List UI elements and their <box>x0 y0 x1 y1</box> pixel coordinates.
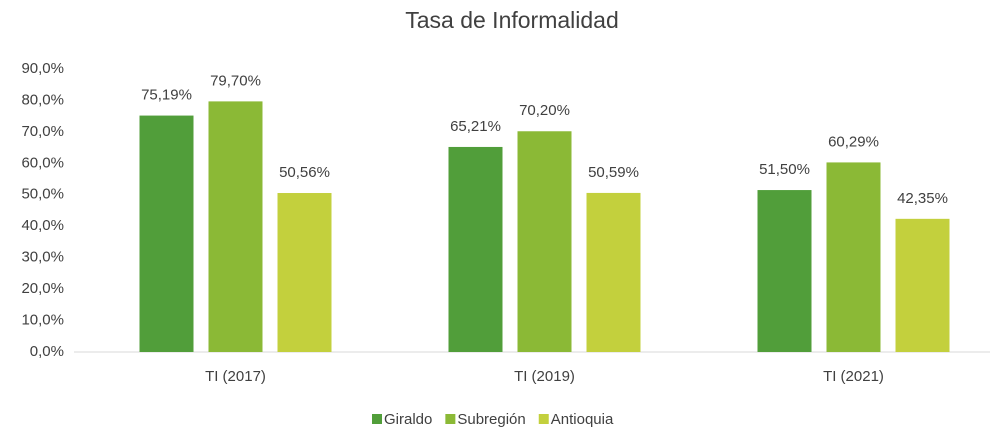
bar <box>826 162 881 352</box>
bar <box>139 115 194 353</box>
bar <box>208 101 263 352</box>
value-label: 50,56% <box>279 164 330 181</box>
legend-swatch <box>445 414 456 424</box>
y-tick-label: 60,0% <box>21 154 64 171</box>
value-label: 79,70% <box>210 72 261 89</box>
chart-title: Tasa de Informalidad <box>405 7 619 33</box>
value-label: 70,20% <box>519 102 570 119</box>
y-tick-label: 20,0% <box>21 280 64 297</box>
value-label: 65,21% <box>450 118 501 135</box>
legend-label: Giraldo <box>384 411 432 428</box>
bar <box>757 190 812 352</box>
value-label: 42,35% <box>897 190 948 207</box>
legend-label: Subregión <box>457 411 525 428</box>
y-tick-label: 80,0% <box>21 91 64 108</box>
x-tick-label: TI (2017) <box>205 368 266 385</box>
bar <box>277 193 332 352</box>
bar <box>448 146 503 352</box>
y-tick-label: 10,0% <box>21 312 64 329</box>
y-tick-label: 0,0% <box>30 343 64 360</box>
value-label: 50,59% <box>588 164 639 181</box>
y-tick-label: 30,0% <box>21 249 64 266</box>
x-tick-label: TI (2019) <box>514 368 575 385</box>
legend-swatch <box>372 414 382 424</box>
y-tick-label: 70,0% <box>21 123 64 140</box>
bar <box>517 131 572 352</box>
bar <box>895 218 950 352</box>
value-label: 75,19% <box>141 87 192 104</box>
bar <box>586 192 641 352</box>
x-tick-label: TI (2021) <box>823 368 884 385</box>
value-label: 51,50% <box>759 161 810 178</box>
legend-swatch <box>538 414 549 424</box>
y-tick-label: 90,0% <box>21 60 64 77</box>
legend-label: Antioquia <box>551 411 614 428</box>
value-label: 60,29% <box>828 133 879 150</box>
y-tick-label: 40,0% <box>21 217 64 234</box>
y-tick-label: 50,0% <box>21 186 64 203</box>
